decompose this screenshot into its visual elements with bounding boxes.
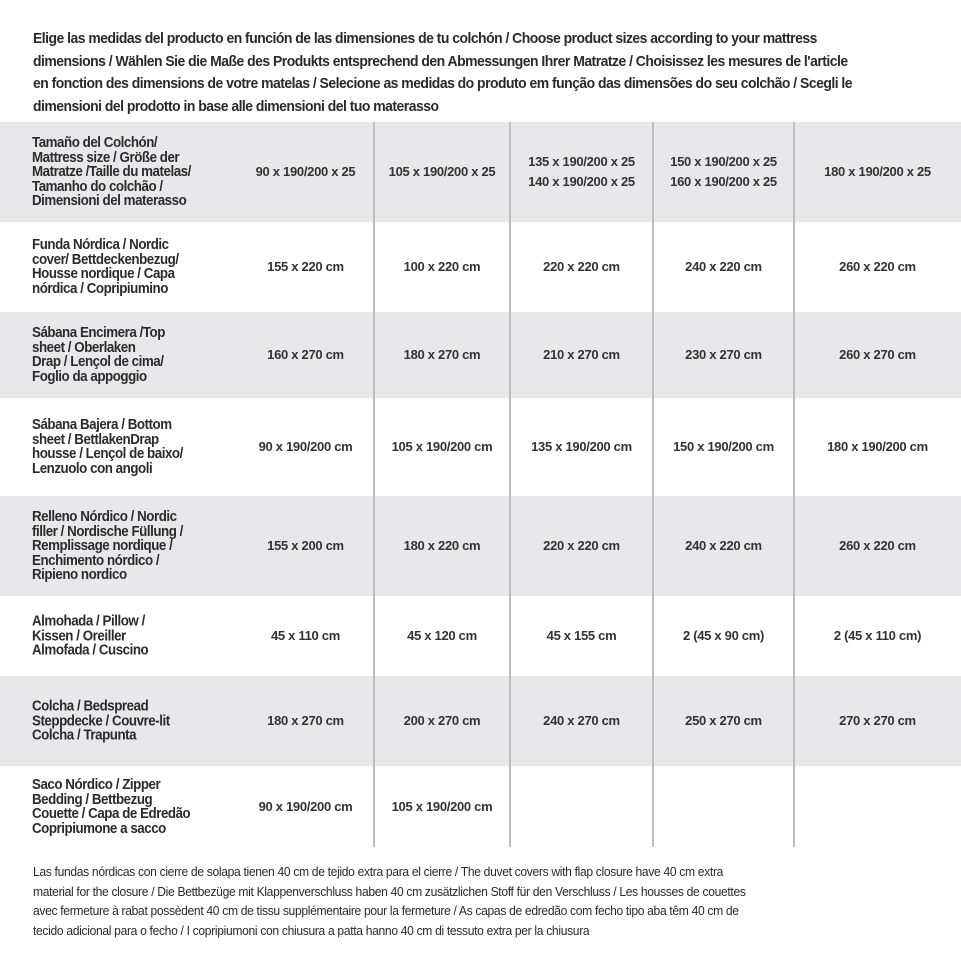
column-divider [509, 122, 511, 847]
table-header-row: Tamaño del Colchón/ Mattress size / Größ… [0, 122, 961, 222]
table-row: Almohada / Pillow / Kissen / Oreiller Al… [0, 596, 961, 676]
size-cell: 210 x 270 cm [543, 347, 620, 362]
table-row: Colcha / Bedspread Steppdecke / Couvre-l… [0, 676, 961, 766]
table-row: Funda Nórdica / Nordic cover/ Bettdecken… [0, 222, 961, 312]
row-label: Almohada / Pillow / Kissen / Oreiller Al… [32, 613, 149, 659]
size-cell [653, 766, 794, 848]
size-cell: 155 x 220 cm [267, 259, 344, 274]
size-cell: 250 x 270 cm [685, 713, 762, 728]
row-label: Tamaño del Colchón/ Mattress size / Größ… [32, 134, 191, 209]
size-cell: 260 x 220 cm [839, 538, 916, 553]
size-cell: 105 x 190/200 cm [391, 439, 493, 454]
size-cell: 240 x 220 cm [685, 259, 762, 274]
row-label: Sábana Bajera / Bottom sheet / Bettlaken… [32, 417, 183, 477]
size-cell: 260 x 270 cm [839, 347, 916, 362]
mattress-size-cell: 135 x 190/200 x 25 140 x 190/200 x 25 [528, 154, 635, 189]
size-cell: 220 x 220 cm [543, 259, 620, 274]
size-cell: 260 x 220 cm [839, 259, 916, 274]
table-row: Sábana Bajera / Bottom sheet / Bettlaken… [0, 398, 961, 496]
mattress-size-cell: 180 x 190/200 x 25 [824, 164, 931, 179]
size-cell: 230 x 270 cm [685, 347, 762, 362]
column-divider [652, 122, 654, 847]
size-cell: 160 x 270 cm [267, 347, 344, 362]
table-row: Saco Nórdico / Zipper Bedding / Bettbezu… [0, 766, 961, 848]
size-cell: 45 x 155 cm [546, 628, 617, 643]
size-cell: 90 x 190/200 cm [258, 799, 353, 814]
size-cell: 135 x 190/200 cm [531, 439, 632, 454]
mattress-size-cell: 105 x 190/200 x 25 [388, 164, 496, 179]
size-cell: 180 x 220 cm [403, 538, 481, 553]
size-cell [794, 766, 961, 848]
size-cell: 180 x 270 cm [267, 713, 344, 728]
row-label: Colcha / Bedspread Steppdecke / Couvre-l… [32, 698, 170, 744]
table-row: Sábana Encimera /Top sheet / Oberlaken D… [0, 312, 961, 398]
size-cell: 105 x 190/200 cm [391, 799, 493, 814]
size-cell: 180 x 190/200 cm [827, 439, 928, 454]
row-label: Funda Nórdica / Nordic cover/ Bettdecken… [32, 237, 179, 297]
size-cell: 200 x 270 cm [403, 713, 481, 728]
row-label: Sábana Encimera /Top sheet / Oberlaken D… [32, 325, 165, 385]
size-cell: 220 x 220 cm [543, 538, 620, 553]
table-row: Relleno Nórdico / Nordic filler / Nordis… [0, 496, 961, 596]
size-cell: 240 x 220 cm [685, 538, 762, 553]
column-divider [373, 122, 375, 847]
size-cell [510, 766, 653, 848]
size-cell: 2 (45 x 110 cm) [833, 628, 922, 643]
size-cell: 270 x 270 cm [839, 713, 916, 728]
mattress-size-cell: 90 x 190/200 x 25 [255, 164, 356, 179]
size-cell: 150 x 190/200 cm [673, 439, 774, 454]
size-cell: 45 x 120 cm [407, 628, 477, 643]
intro-text: Elige las medidas del producto en funció… [33, 30, 853, 115]
column-divider [793, 122, 795, 847]
size-cell: 2 (45 x 90 cm) [682, 628, 765, 643]
size-cell: 100 x 220 cm [403, 259, 481, 274]
size-cell: 155 x 200 cm [267, 538, 344, 553]
footer-note: Las fundas nórdicas con cierre de solapa… [33, 864, 746, 938]
row-label: Relleno Nórdico / Nordic filler / Nordis… [32, 508, 183, 583]
size-cell: 240 x 270 cm [543, 713, 620, 728]
mattress-size-cell: 150 x 190/200 x 25 160 x 190/200 x 25 [670, 154, 777, 189]
row-label: Saco Nórdico / Zipper Bedding / Bettbezu… [32, 777, 191, 837]
size-cell: 180 x 270 cm [403, 347, 481, 362]
size-cell: 45 x 110 cm [271, 628, 340, 643]
size-cell: 90 x 190/200 cm [258, 439, 353, 454]
